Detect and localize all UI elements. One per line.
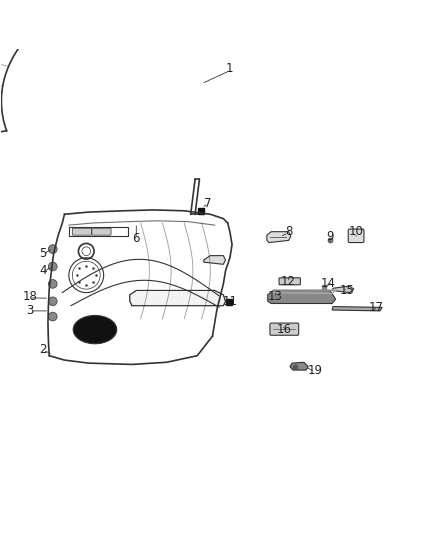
Text: 2: 2 bbox=[39, 343, 46, 356]
Text: 1: 1 bbox=[226, 62, 233, 75]
Text: 3: 3 bbox=[26, 303, 33, 317]
Polygon shape bbox=[268, 290, 336, 303]
FancyBboxPatch shape bbox=[348, 229, 364, 243]
Text: 15: 15 bbox=[340, 284, 355, 297]
FancyBboxPatch shape bbox=[279, 278, 300, 285]
Text: 14: 14 bbox=[320, 277, 336, 290]
Circle shape bbox=[48, 262, 57, 271]
FancyBboxPatch shape bbox=[72, 228, 92, 235]
FancyBboxPatch shape bbox=[92, 228, 111, 235]
Text: 8: 8 bbox=[285, 225, 292, 238]
Ellipse shape bbox=[73, 316, 117, 344]
Text: 4: 4 bbox=[39, 264, 46, 277]
Text: 13: 13 bbox=[268, 290, 283, 303]
Text: 19: 19 bbox=[307, 365, 322, 377]
FancyBboxPatch shape bbox=[270, 323, 299, 335]
Polygon shape bbox=[204, 256, 226, 264]
Polygon shape bbox=[130, 290, 226, 305]
Circle shape bbox=[48, 245, 57, 254]
Text: 11: 11 bbox=[223, 295, 237, 308]
Text: 10: 10 bbox=[349, 225, 364, 238]
Text: 6: 6 bbox=[133, 232, 140, 245]
Polygon shape bbox=[332, 306, 382, 311]
Circle shape bbox=[48, 297, 57, 305]
Circle shape bbox=[48, 279, 57, 288]
Circle shape bbox=[48, 312, 57, 321]
Text: 12: 12 bbox=[281, 275, 296, 288]
Polygon shape bbox=[267, 232, 291, 243]
Text: 17: 17 bbox=[368, 301, 383, 314]
Text: 18: 18 bbox=[22, 290, 37, 303]
Text: 5: 5 bbox=[39, 247, 46, 260]
Text: 16: 16 bbox=[277, 323, 292, 336]
Text: 9: 9 bbox=[326, 230, 334, 243]
Text: 7: 7 bbox=[205, 197, 212, 210]
Polygon shape bbox=[290, 362, 308, 370]
Polygon shape bbox=[332, 286, 354, 293]
